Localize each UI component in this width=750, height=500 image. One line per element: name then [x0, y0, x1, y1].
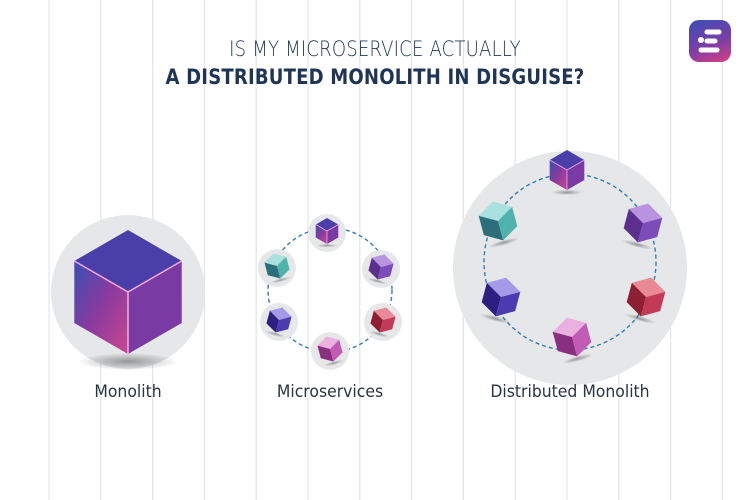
cube-left-face	[623, 208, 643, 243]
cube-right-face	[277, 256, 290, 279]
cube-top-face	[486, 277, 521, 297]
cube-shadow	[316, 243, 338, 248]
title-line-1: IS MY MICROSERVICE ACTUALLY	[229, 37, 521, 61]
microservice-cube	[317, 336, 344, 367]
cube-edge-highlight	[315, 224, 339, 244]
cube-top-face	[549, 150, 585, 170]
cube-left-face	[317, 345, 334, 362]
logo-glyph	[698, 29, 722, 53]
cube-right-face	[275, 316, 292, 333]
cube-right-face	[637, 217, 663, 243]
cube-shadow	[367, 277, 388, 285]
cube-top-face	[371, 254, 394, 267]
cube-right-face	[377, 263, 394, 280]
cube-top-face	[628, 203, 663, 223]
distributed-cube	[621, 203, 663, 250]
cube-shadow	[624, 313, 656, 324]
cube-right-face	[640, 291, 666, 317]
cube-left-face	[478, 215, 504, 241]
distributed-cube	[478, 201, 520, 248]
cube-shadow	[323, 359, 344, 367]
microservice-cube	[367, 254, 394, 285]
label-monolith: Monolith	[94, 382, 162, 402]
cube-top-face	[552, 317, 587, 337]
distributed-cube	[479, 277, 521, 324]
label-microservices: Microservices	[276, 382, 384, 402]
cube-left-face	[626, 282, 646, 317]
cube-left-face	[552, 331, 578, 357]
cube-shadow	[562, 353, 594, 364]
cube-right-face	[495, 291, 521, 317]
cube-left-face	[315, 224, 327, 244]
cube-shadow	[78, 352, 178, 371]
cube-top-face	[478, 201, 513, 221]
title-line-2: A DISTRIBUTED MONOLITH IN DISGUISE?	[165, 65, 585, 89]
cube-right-face	[379, 316, 396, 333]
cube-right-face	[572, 322, 592, 357]
microservice-cube	[264, 253, 291, 284]
cube-top-face	[264, 253, 287, 266]
microservice-cube	[369, 307, 396, 338]
distributed-cube	[624, 277, 666, 324]
microservice-cube	[265, 307, 292, 338]
distributed-cube	[552, 317, 594, 364]
cube-left-face	[264, 262, 281, 279]
cube-top-face	[269, 307, 292, 320]
cube-shadow	[265, 330, 286, 338]
cube-shadow	[488, 237, 520, 248]
cube-shadow	[621, 239, 653, 250]
cube-left-face	[368, 257, 381, 280]
microservices-dashed-ring	[267, 227, 393, 353]
label-distributed-monolith: Distributed Monolith	[490, 382, 650, 402]
cube-top-face	[317, 336, 340, 349]
distributed-cube	[549, 150, 585, 196]
cube-shadow	[551, 189, 583, 196]
cube-left-face	[481, 282, 501, 317]
cube-right-face	[327, 224, 339, 244]
cube-shadow	[270, 276, 291, 284]
cube-top-face	[373, 307, 396, 320]
microservice-cube	[315, 218, 339, 248]
cube-left-face	[266, 310, 279, 333]
cube-edge-highlight	[73, 260, 183, 354]
brand-logo-icon	[689, 20, 731, 62]
cube-left-face	[370, 310, 383, 333]
cube-top-face	[631, 277, 666, 297]
cube-shadow	[369, 330, 390, 338]
cube-right-face	[498, 206, 518, 241]
cube-right-face	[330, 339, 343, 362]
cube-shadow	[479, 313, 511, 324]
cube-edge-highlight	[549, 159, 585, 190]
